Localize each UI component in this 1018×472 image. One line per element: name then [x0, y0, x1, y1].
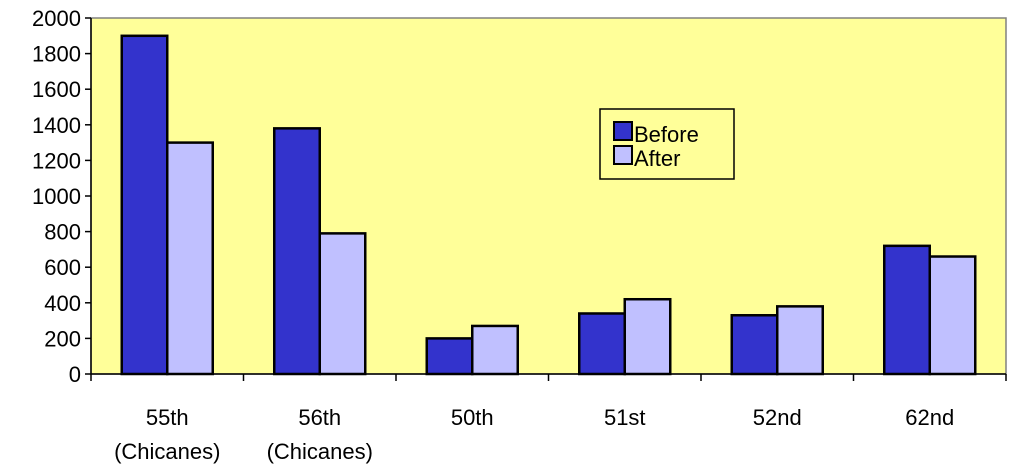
bar-after-0 [166, 141, 214, 376]
bar-after-1 [318, 232, 367, 376]
x-category-label: 55th [146, 405, 189, 430]
legend: Before After [599, 108, 735, 180]
bar-after-3 [623, 297, 672, 376]
legend-swatch-after [613, 145, 633, 165]
bars [120, 34, 977, 376]
bar-after-4 [776, 305, 824, 376]
x-category-label: 52nd [753, 405, 802, 430]
bar-after-5 [928, 255, 977, 376]
legend-swatch-before [613, 121, 633, 141]
x-category-label: 56th [298, 405, 341, 430]
y-tick-label: 400 [44, 291, 81, 316]
x-category-label: 51st [604, 405, 646, 430]
bar-before-1 [273, 127, 321, 376]
bar-before-5 [883, 244, 931, 376]
x-category-label: 62nd [905, 405, 954, 430]
x-category-label: 50th [451, 405, 494, 430]
bar-before-0 [120, 34, 169, 376]
y-tick-label: 200 [44, 326, 81, 351]
y-tick-label: 800 [44, 220, 81, 245]
y-tick-label: 1600 [32, 77, 81, 102]
y-tick-label: 0 [69, 362, 81, 387]
bar-after-2 [471, 324, 519, 376]
y-tick-label: 1400 [32, 113, 81, 138]
bar-before-4 [730, 314, 779, 376]
y-tick-label: 600 [44, 255, 81, 280]
x-category-label: (Chicanes) [114, 439, 220, 464]
x-category-label: (Chicanes) [267, 439, 373, 464]
y-axis: 0 200 400 600 800 1000 1200 1400 1600 1800 2000 [32, 6, 92, 387]
legend-box [599, 108, 735, 180]
x-axis: 55th (Chicanes) 56th (Chicanes) 50th 51st 52nd… [90, 373, 1007, 464]
y-tick-label: 1200 [32, 148, 81, 173]
bar-before-2 [425, 337, 474, 376]
y-tick-label: 1800 [32, 42, 81, 67]
y-tick-label: 2000 [32, 6, 81, 31]
bar-before-3 [578, 312, 626, 376]
y-tick-label: 1000 [32, 184, 81, 209]
legend-label-before: Before [634, 122, 699, 147]
plot-area [90, 17, 1007, 375]
legend-label-after: After [634, 146, 680, 171]
